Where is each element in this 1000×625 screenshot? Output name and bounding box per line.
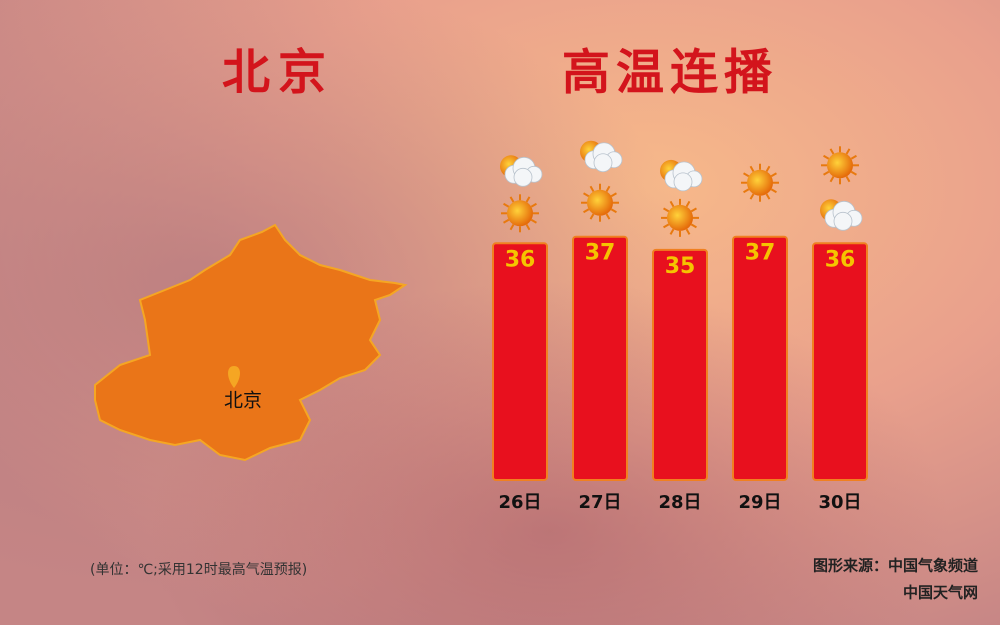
sun-ray: [770, 188, 777, 194]
sun-ray: [749, 165, 755, 172]
bar: [492, 242, 548, 481]
sun-ray: [525, 196, 531, 203]
sun-ray: [765, 165, 771, 172]
sun-ray: [583, 208, 590, 214]
footnote: (单位：℃;采用12时最高气温预报): [90, 561, 307, 578]
sun-disc: [667, 204, 693, 231]
sun-ray: [743, 188, 750, 194]
sun-icon: [741, 163, 779, 202]
sun-ray: [589, 213, 595, 220]
cloud-icon: [820, 199, 863, 231]
sun-ray: [850, 154, 857, 160]
sun-ray: [663, 207, 670, 213]
sun-ray: [605, 185, 611, 192]
sun-icon: [821, 146, 859, 185]
cloud-puff: [513, 167, 533, 187]
sun-ray: [685, 200, 691, 208]
sun-disc: [507, 200, 533, 227]
sun-disc: [827, 152, 853, 179]
sun-ray: [770, 172, 777, 178]
bar: [572, 235, 628, 481]
sun-ray: [583, 192, 590, 198]
value-label: 35: [665, 254, 696, 279]
sun-ray: [765, 193, 771, 200]
sun-ray: [610, 192, 617, 198]
beijing-map: [94, 223, 408, 462]
sun-ray: [509, 224, 515, 231]
sun-ray: [829, 176, 835, 183]
sun-ray: [669, 200, 675, 208]
x-tick-label: 26日: [498, 492, 541, 513]
sun-ray: [743, 172, 750, 178]
cloud-puff: [673, 172, 693, 192]
sun-disc: [587, 189, 613, 216]
sun-ray: [829, 148, 835, 155]
sun-ray: [669, 228, 675, 235]
sun-ray: [690, 207, 697, 213]
sun-ray: [503, 202, 510, 208]
x-tick-label: 27日: [578, 492, 621, 513]
x-tick-label: 28日: [658, 492, 701, 513]
x-tick-label: 29日: [738, 492, 781, 513]
chart-subtitle: 高温连播: [562, 45, 778, 101]
sun-ray: [610, 208, 617, 214]
cloud-icon: [580, 140, 623, 173]
sun-ray: [509, 196, 515, 203]
sun-ray: [525, 224, 531, 231]
map-label: 北京: [224, 390, 262, 412]
sun-ray: [503, 218, 510, 224]
sun-ray: [823, 154, 830, 160]
sun-ray: [823, 170, 830, 176]
cloud-puff: [593, 153, 613, 173]
value-label: 37: [585, 241, 616, 266]
sun-icon: [501, 194, 539, 233]
x-tick-label: 30日: [818, 492, 861, 513]
sun-ray: [690, 223, 697, 229]
source-site: 中国天气网: [903, 584, 978, 602]
cloud-icon: [500, 155, 543, 187]
sun-ray: [589, 185, 595, 192]
sun-ray: [685, 228, 691, 235]
plot-area: 26日 36 27日 37 28日 35 29日 37 30日 36: [492, 140, 868, 513]
bar: [652, 248, 708, 481]
sun-ray: [749, 193, 755, 200]
sun-ray: [605, 213, 611, 220]
sun-ray: [845, 148, 851, 155]
value-label: 36: [505, 247, 536, 272]
sun-ray: [530, 202, 537, 208]
sun-ray: [530, 218, 537, 224]
value-label: 37: [745, 241, 776, 266]
sun-ray: [845, 176, 851, 183]
sun-disc: [747, 169, 773, 196]
map-pin: [228, 366, 240, 388]
bar: [812, 242, 868, 481]
source: 图形来源：中国气象频道: [813, 557, 978, 575]
sun-icon: [581, 183, 619, 222]
cloud-icon: [660, 159, 703, 192]
sun-ray: [850, 170, 857, 176]
chart-title: 北京: [222, 45, 334, 101]
value-label: 36: [825, 247, 856, 272]
cloud-puff: [833, 211, 853, 231]
bar: [732, 235, 788, 481]
sun-icon: [661, 198, 699, 237]
sun-ray: [663, 223, 670, 229]
